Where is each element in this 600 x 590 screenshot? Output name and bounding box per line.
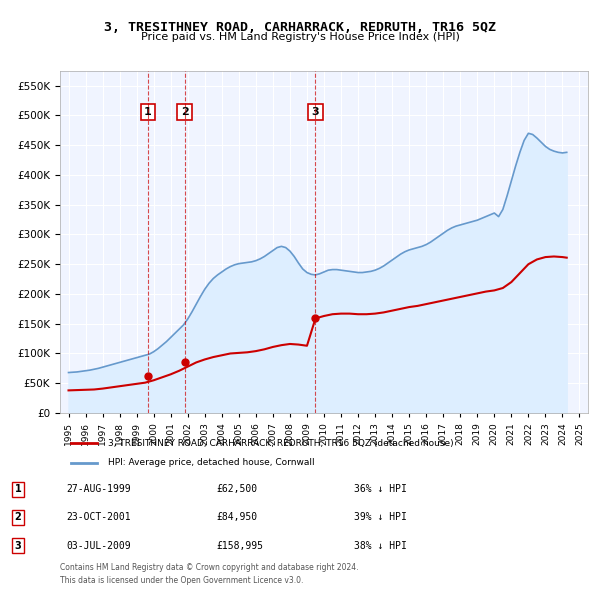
Text: 3, TRESITHNEY ROAD, CARHARRACK, REDRUTH, TR16 5QZ (detached house): 3, TRESITHNEY ROAD, CARHARRACK, REDRUTH,… (107, 438, 453, 448)
Text: HPI: Average price, detached house, Cornwall: HPI: Average price, detached house, Corn… (107, 458, 314, 467)
Text: 2: 2 (14, 513, 22, 522)
Text: 36% ↓ HPI: 36% ↓ HPI (354, 484, 407, 494)
Text: 2: 2 (181, 107, 188, 117)
Text: 3, TRESITHNEY ROAD, CARHARRACK, REDRUTH, TR16 5QZ: 3, TRESITHNEY ROAD, CARHARRACK, REDRUTH,… (104, 21, 496, 34)
Text: Contains HM Land Registry data © Crown copyright and database right 2024.: Contains HM Land Registry data © Crown c… (60, 563, 359, 572)
Text: 39% ↓ HPI: 39% ↓ HPI (354, 513, 407, 522)
Text: 1: 1 (14, 484, 22, 494)
Text: £62,500: £62,500 (216, 484, 257, 494)
Text: 38% ↓ HPI: 38% ↓ HPI (354, 541, 407, 550)
Text: 03-JUL-2009: 03-JUL-2009 (66, 541, 131, 550)
Text: £84,950: £84,950 (216, 513, 257, 522)
Text: 1: 1 (144, 107, 152, 117)
Text: £158,995: £158,995 (216, 541, 263, 550)
Text: Price paid vs. HM Land Registry's House Price Index (HPI): Price paid vs. HM Land Registry's House … (140, 32, 460, 42)
Text: This data is licensed under the Open Government Licence v3.0.: This data is licensed under the Open Gov… (60, 576, 304, 585)
Text: 3: 3 (14, 541, 22, 550)
Text: 3: 3 (311, 107, 319, 117)
Text: 27-AUG-1999: 27-AUG-1999 (66, 484, 131, 494)
Text: 23-OCT-2001: 23-OCT-2001 (66, 513, 131, 522)
